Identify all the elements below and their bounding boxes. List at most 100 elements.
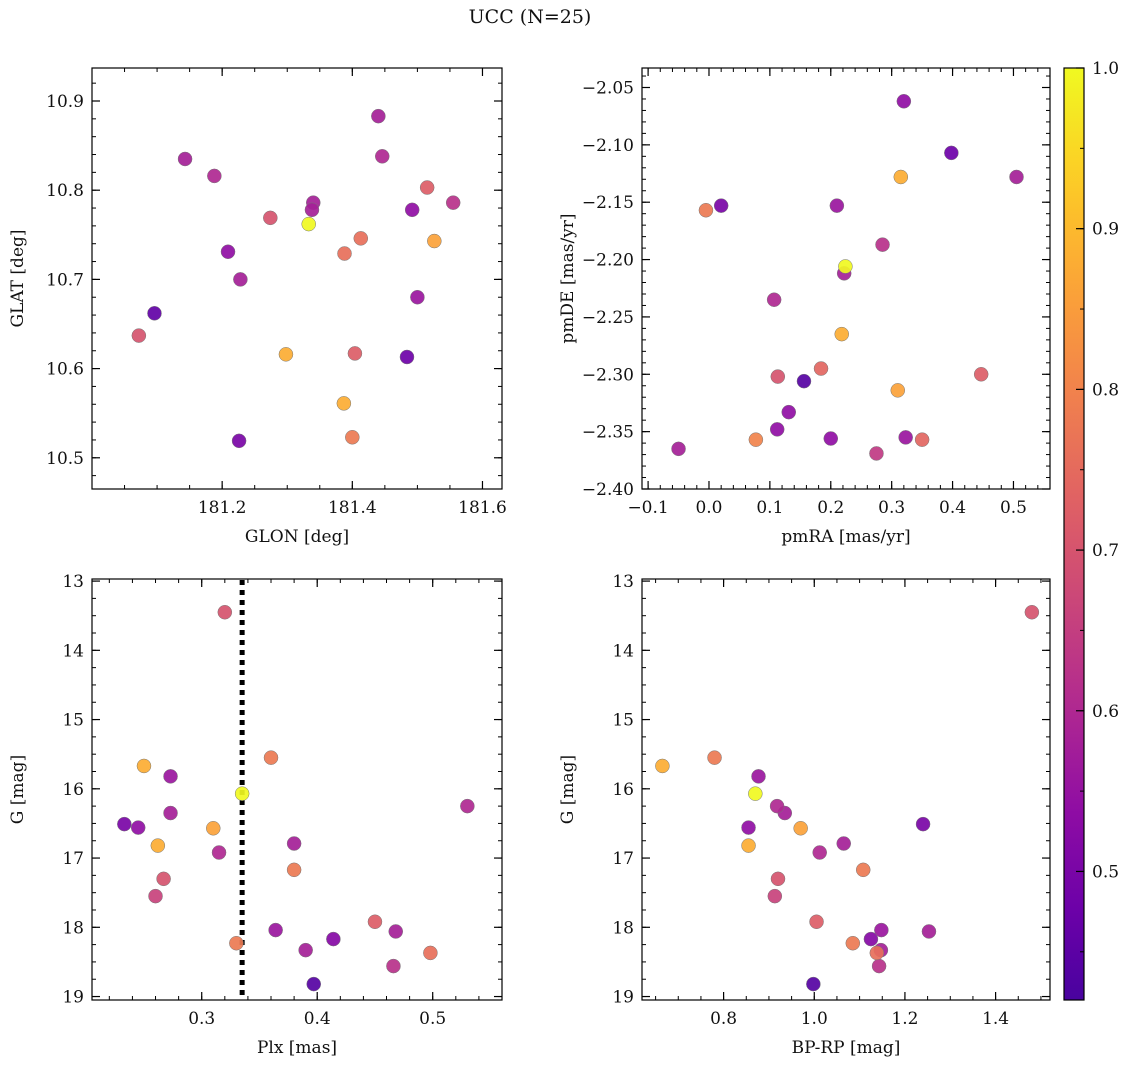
y-tick-label: 14 xyxy=(62,641,84,661)
data-point xyxy=(766,292,782,307)
data-point xyxy=(796,373,812,389)
x-tick-label: 0.1 xyxy=(756,498,783,518)
data-point xyxy=(914,432,930,447)
data-point xyxy=(836,836,851,851)
data-point xyxy=(769,422,785,437)
data-point xyxy=(211,845,227,860)
data-point xyxy=(460,798,475,814)
x-tick-label: 0.0 xyxy=(695,498,722,518)
data-point xyxy=(698,202,714,218)
y-tick-label: −2.05 xyxy=(582,79,634,99)
colorbar: 0.5 0.6 0.7 0.8 0.9 1.0 xyxy=(1063,59,1119,1001)
data-point xyxy=(206,821,221,836)
plot-area xyxy=(641,578,1051,1001)
y-tick-label: 13 xyxy=(62,572,84,592)
data-point xyxy=(386,958,401,974)
data-point xyxy=(767,888,783,904)
data-point xyxy=(163,805,178,821)
y-tick-label: 13 xyxy=(612,572,634,592)
x-tick-label: 0.4 xyxy=(304,1009,331,1029)
y-tick-label: −2.30 xyxy=(582,365,634,385)
data-point xyxy=(231,433,247,449)
data-point xyxy=(869,446,884,461)
colorbar-tick-label: 0.7 xyxy=(1092,541,1119,561)
x-tick-label: 0.2 xyxy=(817,498,844,518)
x-tick-label: 0.8 xyxy=(710,1009,737,1029)
y-tick-label: 10.8 xyxy=(46,181,84,201)
scatter-panel-4: 0.8 1.0 1.2 1.4 13 14 15 16 17 18 19 BP-RP [mag] G [… xyxy=(558,572,1051,1058)
y-tick-label: −2.15 xyxy=(582,193,634,213)
data-point xyxy=(156,871,171,887)
data-point xyxy=(921,924,937,939)
y-tick-label: 10.5 xyxy=(46,449,84,469)
y-axis-label: GLAT [deg] xyxy=(8,229,28,327)
data-point xyxy=(770,369,786,384)
data-point xyxy=(304,202,320,218)
data-point xyxy=(268,922,283,938)
y-tick-label: −2.35 xyxy=(582,423,634,443)
y-tick-label: 19 xyxy=(62,988,84,1008)
data-point xyxy=(229,935,244,951)
figure-title: UCC (N=25) xyxy=(468,6,592,28)
data-point xyxy=(813,361,829,376)
data-point xyxy=(834,326,849,342)
data-point xyxy=(770,871,786,887)
data-point xyxy=(207,168,222,184)
data-point xyxy=(263,210,278,226)
data-point xyxy=(1024,604,1040,620)
data-point xyxy=(671,441,686,457)
data-point xyxy=(375,149,390,164)
data-point xyxy=(1009,169,1024,185)
y-tick-label: −2.40 xyxy=(582,480,634,500)
scatter-panel-2: −0.1 0.0 0.1 0.2 0.3 0.4 0.5 −2.40 −2.35 −2.30 −2.… xyxy=(558,67,1051,547)
data-point xyxy=(150,838,166,853)
data-point xyxy=(829,198,845,213)
x-tick-label: 1.2 xyxy=(891,1009,918,1029)
data-point xyxy=(326,931,341,947)
plot-area xyxy=(91,578,503,1001)
x-axis-label: GLON [deg] xyxy=(245,527,349,547)
data-point xyxy=(147,306,162,321)
data-point xyxy=(898,430,913,445)
data-point xyxy=(367,914,383,930)
data-point xyxy=(163,769,178,784)
data-point xyxy=(863,931,879,947)
scatter-panel-1: 181.2 181.4 181.6 10.5 10.6 10.7 10.8 10.9 GLON … xyxy=(8,67,507,547)
data-point xyxy=(353,231,369,246)
x-axis-label: BP-RP [mag] xyxy=(792,1038,901,1058)
data-point xyxy=(427,233,442,249)
y-tick-label: 15 xyxy=(62,711,84,731)
x-tick-label: 181.2 xyxy=(198,498,247,518)
x-tick-label: 1.4 xyxy=(982,1009,1009,1029)
data-point xyxy=(707,750,722,765)
data-point xyxy=(220,244,236,259)
x-axis-label: Plx [mas] xyxy=(257,1038,337,1058)
data-point xyxy=(388,924,403,939)
x-tick-label: 181.4 xyxy=(328,498,377,518)
data-point xyxy=(741,820,756,835)
data-point xyxy=(896,94,912,109)
data-point xyxy=(399,349,415,365)
y-axis-label: G [mag] xyxy=(8,755,28,824)
data-point xyxy=(781,404,797,420)
data-point xyxy=(812,845,827,860)
data-point xyxy=(347,346,363,361)
data-point xyxy=(845,935,861,951)
data-point xyxy=(915,816,931,832)
plot-area xyxy=(91,67,503,490)
y-tick-label: 17 xyxy=(62,849,84,869)
data-point xyxy=(890,383,906,398)
data-point xyxy=(874,922,889,938)
y-tick-label: 10.9 xyxy=(46,92,84,112)
colorbar-gradient xyxy=(1063,67,1085,1001)
data-point xyxy=(419,180,435,195)
data-point xyxy=(748,786,763,801)
x-tick-label: 1.0 xyxy=(801,1009,828,1029)
y-tick-label: −2.20 xyxy=(582,251,634,271)
colorbar-tick-label: 0.5 xyxy=(1092,862,1119,882)
axes-frame: 181.2 181.4 181.6 10.5 10.6 10.7 10.8 10.9 xyxy=(46,67,507,518)
y-tick-label: 10.6 xyxy=(46,360,84,380)
data-point xyxy=(809,914,824,930)
data-point xyxy=(741,838,756,853)
x-tick-label: 0.3 xyxy=(878,498,905,518)
